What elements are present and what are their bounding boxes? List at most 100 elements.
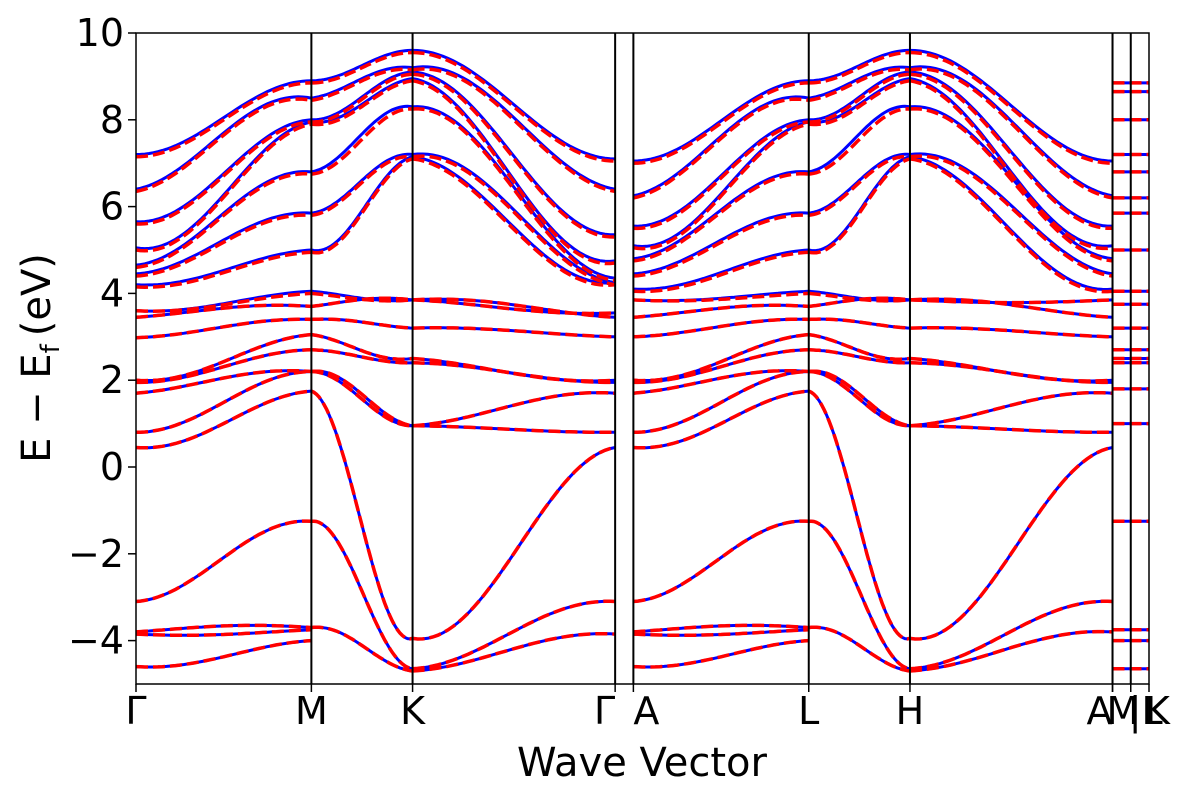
band-dashed [909,157,1113,294]
x-tick-label: L [798,689,819,733]
band-dashed [412,50,616,163]
band-dashed [633,213,809,278]
band-solid [909,152,1113,276]
band-solid [412,70,616,237]
x-tick-label: K [400,689,426,733]
x-tick-label: Γ [594,689,615,733]
band-dashed [808,67,911,103]
band-dashed [633,250,809,294]
y-axis-label-main: E − E [14,353,60,463]
band-solid [311,70,413,122]
x-tick-label: K [1145,689,1171,733]
y-tick-label: 2 [100,358,124,402]
band-dashed [311,332,413,361]
band-dashed [136,369,312,435]
band-solid [910,424,1113,434]
band-dashed [412,445,616,641]
band-dashed [808,519,911,671]
band-dashed [808,369,911,428]
band-solid [909,48,1113,163]
svg-text:E − Ef(eV): E − Ef (eV) [14,253,66,463]
band-solid [311,48,413,83]
band-solid [633,519,809,603]
band-solid [633,639,809,669]
band-dashed [311,369,413,428]
x-tick-label: H [896,689,925,733]
band-solid [412,152,616,285]
band-solid [633,389,809,450]
band-dashed [909,390,1113,428]
band-dashed [136,81,312,159]
band-solid [412,65,616,191]
y-axis-label: E − Ef (eV) [14,253,66,463]
band-dashed [633,122,810,251]
band-dashed [633,368,809,395]
x-tick-label: A [633,689,659,733]
band-solid [808,77,911,124]
band-dashed [412,78,616,266]
band-dashed [633,81,809,165]
band-solid [909,357,1113,383]
y-axis-label-unit: (eV) [14,253,60,336]
band-solid [909,298,1113,305]
band-solid [633,248,809,291]
band-dashed [412,72,616,239]
band-dashed [311,369,413,428]
band-dashed [311,72,413,124]
band-dashed [311,50,413,85]
band-dashed [633,623,809,634]
band-solid [136,639,312,669]
band-solid [136,248,312,287]
band-lines [136,48,1149,673]
band-solid [633,95,810,198]
band-solid [909,599,1113,671]
band-dashed [136,368,312,395]
y-tick-label: 8 [100,98,124,142]
band-dashed [633,628,809,638]
x-tick-label: A [1087,689,1113,733]
band-dashed [808,625,911,673]
band-dashed [633,171,809,263]
plot-frame [135,32,1150,685]
band-dashed [909,67,1113,200]
band-solid [412,105,616,280]
band-dashed [136,250,312,289]
band-dashed [909,50,1113,165]
band-dashed [808,389,911,641]
band-dashed [909,599,1113,671]
band-dashed [412,631,616,673]
band-dashed [909,107,1113,263]
band-dashed [311,78,413,127]
band-dashed [310,389,413,641]
band-solid [311,625,413,673]
band-dashed [136,389,312,450]
band-dashed [633,369,809,435]
band-dashed [909,78,1113,251]
band-solid [909,391,1113,428]
band-solid [909,65,1113,198]
y-tick-label: 4 [100,271,124,315]
band-dashed [808,78,911,127]
band-dashed [136,332,312,383]
y-axis-ticks: −4 −2 0 2 4 6 8 10 [68,11,136,663]
y-axis-label-sub: f [36,343,66,353]
band-dashed [412,157,616,287]
band-solid [909,297,1113,319]
band-dashed [808,157,911,255]
band-dashed [136,348,312,385]
band-dashed [808,50,911,85]
band-dashed [633,317,809,339]
x-axis-label: Wave Vector [517,740,768,786]
band-solid [412,391,616,428]
band-dashed [136,317,312,340]
band-solid [909,326,1113,339]
band-dashed [136,291,312,313]
band-dashed [633,638,809,669]
band-solid [808,104,911,174]
band-dashed [136,623,312,634]
band-solid [310,389,413,641]
band-dashed [633,348,809,385]
band-solid [136,211,312,276]
band-dashed [136,519,312,604]
